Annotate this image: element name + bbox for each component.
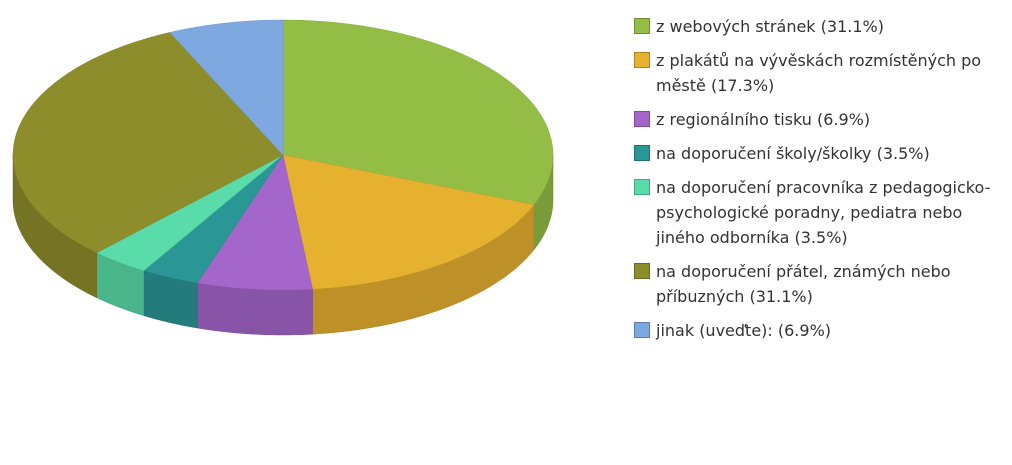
- legend-item: z plakátů na vývěskách rozmístěných po m…: [634, 48, 1006, 98]
- legend-item: z regionálního tisku (6.9%): [634, 107, 1006, 132]
- pie-slice: [169, 19, 284, 156]
- legend-label: na doporučení školy/školky (3.5%): [656, 144, 930, 163]
- legend-swatch: [634, 111, 650, 127]
- legend-label: z webových stránek (31.1%): [656, 17, 884, 36]
- legend-swatch: [634, 263, 650, 279]
- legend-swatch: [634, 179, 650, 195]
- pie-slice: [143, 154, 284, 284]
- legend-label: z regionálního tisku (6.9%): [656, 110, 871, 129]
- pie-side: [197, 282, 313, 336]
- pie-slice: [96, 154, 284, 271]
- legend-swatch: [634, 52, 650, 68]
- legend-label: z plakátů na vývěskách rozmístěných po m…: [656, 51, 982, 95]
- pie-chart: [12, 19, 554, 336]
- pie-slice: [12, 32, 284, 254]
- legend-item: z webových stránek (31.1%): [634, 14, 1006, 39]
- legend-swatch: [634, 322, 650, 338]
- legend-label: na doporučení přátel, známých nebo příbu…: [656, 262, 951, 306]
- legend-item: jinak (uveďte): (6.9%): [634, 318, 1006, 343]
- pie-slice: [282, 154, 535, 290]
- legend-item: na doporučení pracovníka z pedagogicko-p…: [634, 175, 1006, 250]
- legend-item: na doporučení školy/školky (3.5%): [634, 141, 1006, 166]
- legend: z webových stránek (31.1%) z plakátů na v…: [634, 14, 1006, 352]
- legend-swatch: [634, 145, 650, 161]
- legend-label: na doporučení pracovníka z pedagogicko-p…: [656, 178, 991, 247]
- legend-swatch: [634, 18, 650, 34]
- pie-slice: [282, 19, 554, 206]
- legend-label: jinak (uveďte): (6.9%): [656, 321, 832, 340]
- legend-item: na doporučení přátel, známých nebo příbu…: [634, 259, 1006, 309]
- pie-slice: [196, 154, 313, 291]
